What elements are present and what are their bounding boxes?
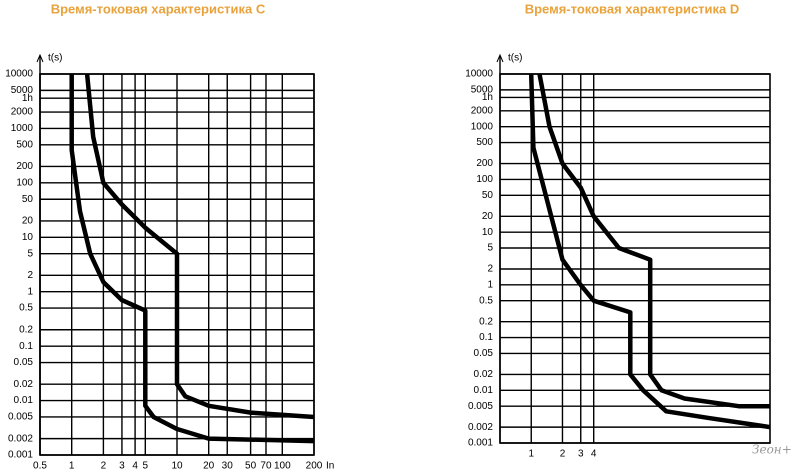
y-tick-label: 0.005 bbox=[8, 412, 33, 423]
y-tick-label: 20 bbox=[482, 211, 494, 222]
y-tick-label: 0.5 bbox=[19, 303, 33, 314]
watermark: Зеон+ bbox=[752, 443, 792, 457]
y-tick-label: 0.2 bbox=[479, 316, 493, 327]
curve bbox=[537, 73, 770, 409]
y-tick-label: 200 bbox=[476, 158, 493, 169]
y-tick-label: 1000 bbox=[11, 123, 34, 134]
y-tick-label: 0.1 bbox=[479, 332, 493, 343]
x-tick-label: 1 bbox=[69, 461, 75, 472]
y-tick-label: 0.5 bbox=[479, 295, 493, 306]
y-tick-label: 0.001 bbox=[468, 438, 493, 449]
y-tick-label: 0.05 bbox=[474, 348, 494, 359]
y-tick-label: 10 bbox=[482, 227, 494, 238]
y-axis-label: t(s) bbox=[508, 53, 522, 64]
y-tick-label: 0.05 bbox=[14, 357, 34, 368]
plot-frame bbox=[499, 73, 771, 444]
y-tick-label: 5 bbox=[27, 248, 33, 259]
y-tick-label: 500 bbox=[16, 139, 33, 150]
y-tick-label: 10000 bbox=[5, 69, 33, 80]
y-tick-label: 200 bbox=[16, 161, 33, 172]
chart-title: Время-токовая характеристика C bbox=[51, 1, 266, 16]
y-tick-label: 500 bbox=[476, 137, 493, 148]
y-tick-label: 0.2 bbox=[19, 324, 33, 335]
y-tick-label: 0.1 bbox=[19, 341, 33, 352]
y-tick-label: 0.01 bbox=[474, 385, 494, 396]
x-tick-label: 1 bbox=[528, 449, 534, 460]
y-tick-label: 1h bbox=[482, 92, 493, 103]
x-tick-label: 3 bbox=[578, 449, 584, 460]
curve bbox=[528, 73, 771, 430]
x-tick-label: 10 bbox=[171, 461, 183, 472]
y-tick-label: 0.002 bbox=[468, 422, 493, 433]
axis-arrow bbox=[36, 53, 44, 63]
y-tick-label: 0.001 bbox=[8, 450, 33, 461]
y-tick-label: 50 bbox=[22, 194, 34, 205]
y-tick-label: 5000 bbox=[471, 85, 494, 96]
y-tick-label: 50 bbox=[482, 190, 494, 201]
x-tick-label: 30 bbox=[222, 461, 234, 472]
y-tick-label: 2000 bbox=[11, 107, 34, 118]
y-tick-label: 5000 bbox=[11, 85, 34, 96]
y-tick-label: 1 bbox=[487, 279, 493, 290]
y-tick-label: 2 bbox=[27, 270, 33, 281]
x-tick-label: 0.5 bbox=[33, 461, 47, 472]
y-tick-label: 1000 bbox=[471, 121, 494, 132]
chart-title: Время-токовая характеристика D bbox=[525, 1, 740, 16]
x-tick-label: 100 bbox=[274, 461, 291, 472]
axis-arrow bbox=[496, 53, 504, 63]
x-axis-label: In bbox=[326, 461, 334, 472]
y-axis-label: t(s) bbox=[48, 53, 62, 64]
y-tick-label: 20 bbox=[22, 216, 34, 227]
y-tick-label: 5 bbox=[487, 243, 493, 254]
y-tick-label: 1h bbox=[22, 93, 33, 104]
x-tick-label: 4 bbox=[591, 449, 597, 460]
x-tick-label: 200 bbox=[306, 461, 323, 472]
curve bbox=[69, 74, 315, 444]
y-tick-label: 0.01 bbox=[14, 395, 34, 406]
x-tick-label: 20 bbox=[203, 461, 215, 472]
curve bbox=[84, 73, 315, 420]
x-tick-label: 70 bbox=[260, 461, 272, 472]
y-tick-label: 100 bbox=[16, 177, 33, 188]
y-tick-label: 2000 bbox=[471, 105, 494, 116]
x-tick-label: 4 bbox=[132, 461, 138, 472]
y-tick-label: 10000 bbox=[465, 69, 493, 80]
y-tick-label: 100 bbox=[476, 174, 493, 185]
y-tick-label: 0.005 bbox=[468, 401, 493, 412]
x-tick-label: 2 bbox=[101, 461, 107, 472]
x-tick-label: 5 bbox=[143, 461, 149, 472]
x-tick-label: 50 bbox=[245, 461, 257, 472]
y-tick-label: 10 bbox=[22, 232, 34, 243]
x-tick-label: 2 bbox=[560, 449, 566, 460]
y-tick-label: 0.002 bbox=[8, 433, 33, 444]
y-tick-label: 0.02 bbox=[474, 369, 494, 380]
y-tick-label: 2 bbox=[487, 264, 493, 275]
y-tick-label: 0.02 bbox=[14, 379, 34, 390]
x-tick-label: 3 bbox=[119, 461, 125, 472]
y-tick-label: 1 bbox=[27, 286, 33, 297]
